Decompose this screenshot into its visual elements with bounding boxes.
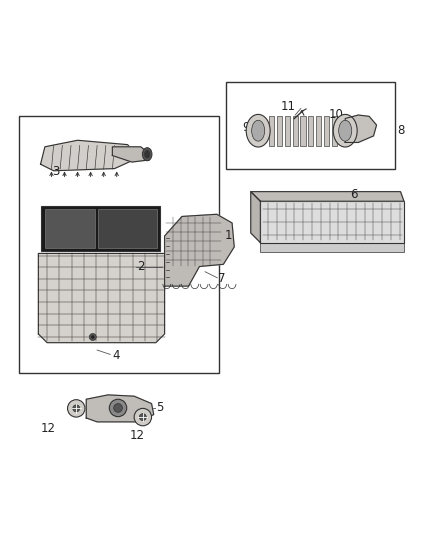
Text: 6: 6	[350, 188, 358, 201]
Ellipse shape	[145, 150, 150, 158]
Bar	[277, 116, 282, 146]
Bar	[293, 116, 298, 146]
Ellipse shape	[252, 120, 265, 141]
Bar	[260, 201, 404, 243]
Bar	[19, 116, 219, 373]
Polygon shape	[165, 214, 234, 286]
Ellipse shape	[339, 120, 352, 141]
Bar	[300, 116, 306, 146]
Bar	[332, 116, 337, 146]
Polygon shape	[251, 192, 260, 243]
Bar	[260, 243, 404, 252]
Bar	[226, 82, 395, 168]
Ellipse shape	[142, 148, 152, 161]
Ellipse shape	[333, 115, 357, 147]
Circle shape	[67, 400, 85, 417]
Bar	[98, 209, 157, 248]
Polygon shape	[39, 254, 165, 343]
Polygon shape	[251, 192, 404, 201]
Polygon shape	[345, 115, 377, 142]
Bar	[308, 116, 314, 146]
Text: 12: 12	[41, 422, 56, 435]
Bar	[269, 116, 274, 146]
Circle shape	[89, 334, 96, 341]
Text: 11: 11	[280, 100, 295, 113]
Text: 4: 4	[113, 349, 120, 362]
Bar	[285, 116, 290, 146]
Text: 10: 10	[329, 108, 344, 120]
Text: 8: 8	[397, 124, 405, 137]
Bar	[45, 209, 95, 248]
Polygon shape	[86, 395, 154, 422]
Text: 12: 12	[130, 429, 145, 442]
Circle shape	[139, 414, 146, 421]
Text: 2: 2	[137, 260, 145, 273]
Text: 9: 9	[243, 121, 250, 134]
Circle shape	[73, 405, 80, 412]
Circle shape	[91, 335, 95, 339]
Circle shape	[134, 408, 152, 426]
Bar	[316, 116, 321, 146]
Text: 7: 7	[218, 272, 226, 285]
Text: 1: 1	[224, 229, 232, 242]
Text: 5: 5	[156, 401, 163, 415]
Text: 3: 3	[52, 165, 60, 178]
Polygon shape	[41, 140, 138, 171]
Polygon shape	[113, 147, 149, 162]
Circle shape	[110, 399, 127, 417]
Ellipse shape	[246, 115, 270, 147]
Circle shape	[114, 403, 122, 413]
Bar	[41, 206, 160, 251]
Bar	[324, 116, 329, 146]
